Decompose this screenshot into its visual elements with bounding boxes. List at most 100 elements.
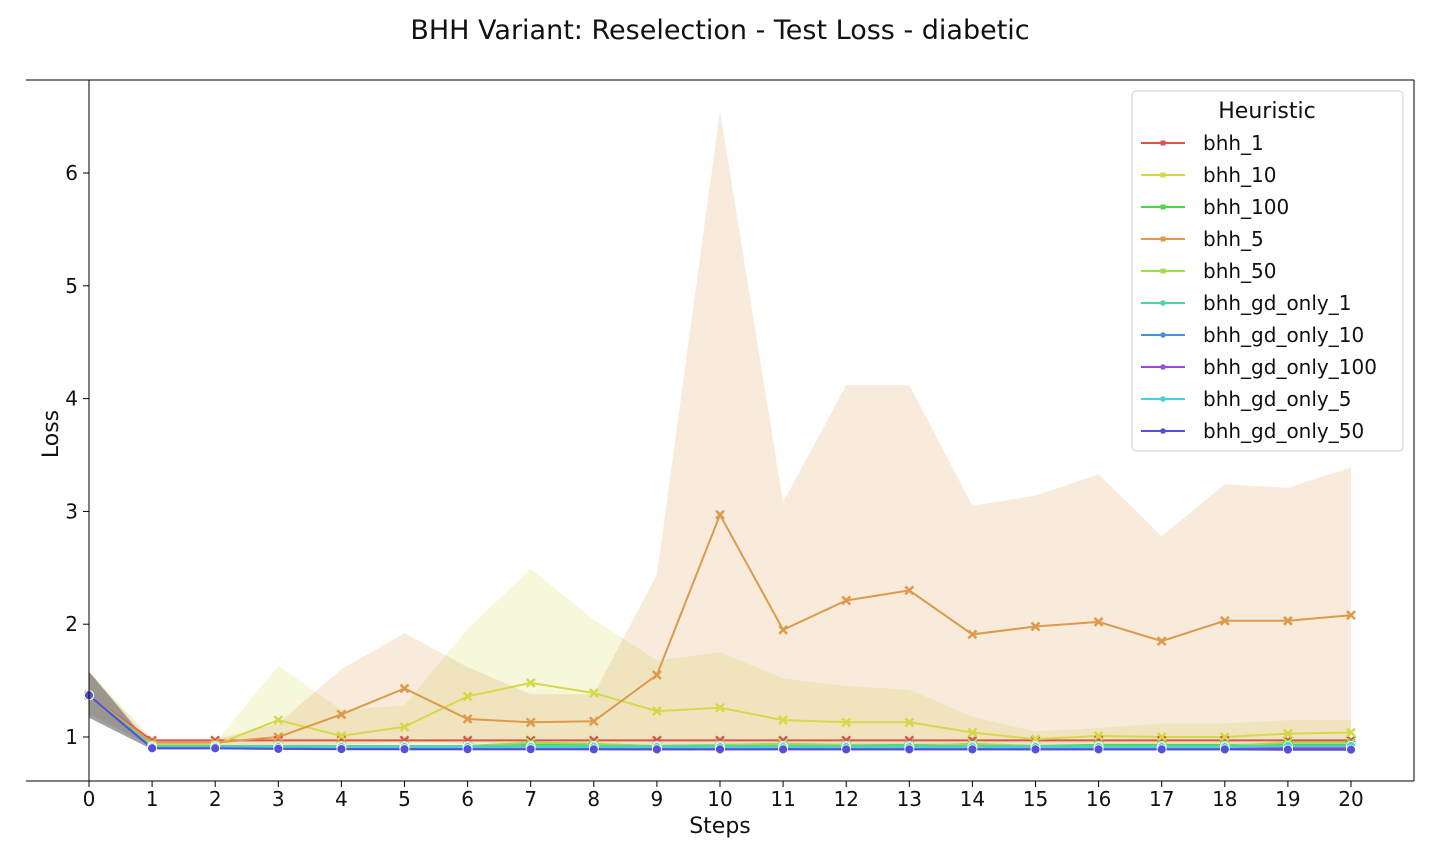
x-tick-label-7: 7 (524, 787, 537, 811)
legend-marker (1160, 236, 1166, 242)
legend-item-bhh-50: bhh_50 (1141, 259, 1277, 283)
point-bhh-5-11 (778, 624, 788, 635)
x-tick-label-5: 5 (398, 787, 411, 811)
point-bhh-5-7 (525, 717, 536, 728)
y-tick-label-1: 1 (65, 725, 78, 749)
legend-item-bhh-10: bhh_10 (1141, 163, 1277, 187)
x-tick-label-14: 14 (960, 787, 985, 811)
legend-label: bhh_50 (1203, 259, 1277, 283)
x-tick-label-15: 15 (1023, 787, 1048, 811)
point-bhh-10-8 (588, 688, 599, 698)
point-bhh-gd-only-50-12 (841, 744, 852, 755)
x-tick-label-20: 20 (1338, 787, 1363, 811)
point-bhh-10-3 (273, 715, 284, 725)
x-tick-label-1: 1 (146, 787, 159, 811)
x-tick-label-18: 18 (1212, 787, 1237, 811)
legend-marker (1160, 204, 1166, 210)
legend-marker (1160, 300, 1166, 306)
legend-marker (1160, 140, 1166, 146)
point-bhh-10-7 (525, 677, 536, 688)
x-tick-label-2: 2 (209, 787, 222, 811)
point-bhh-5-4 (336, 709, 347, 720)
point-bhh-10-11 (778, 715, 788, 725)
legend-marker (1160, 332, 1166, 338)
point-bhh-5-8 (588, 716, 599, 727)
point-bhh-10-5 (399, 721, 410, 732)
point-bhh-gd-only-50-5 (399, 744, 410, 755)
x-tick-label-17: 17 (1149, 787, 1174, 811)
x-tick-label-0: 0 (83, 787, 96, 811)
legend-item-bhh-gd-only-100: bhh_gd_only_100 (1141, 355, 1377, 379)
legend-label: bhh_5 (1203, 227, 1264, 251)
point-bhh-10-14 (967, 727, 978, 738)
point-bhh-5-15 (1030, 621, 1041, 632)
x-tick-label-8: 8 (587, 787, 600, 811)
point-bhh-10-18 (1219, 732, 1230, 742)
legend-item-bhh-gd-only-10: bhh_gd_only_10 (1141, 323, 1364, 347)
chart-title: BHH Variant: Reselection - Test Loss - d… (410, 15, 1029, 46)
x-tick-label-19: 19 (1275, 787, 1300, 811)
point-bhh-5-19 (1283, 615, 1293, 626)
legend-label: bhh_gd_only_5 (1203, 387, 1351, 411)
point-bhh-5-3 (273, 732, 284, 742)
legend-item-bhh-gd-only-5: bhh_gd_only_5 (1141, 387, 1351, 411)
y-tick-label-3: 3 (65, 499, 78, 523)
legend-label: bhh_100 (1203, 195, 1289, 219)
y-tick-label-2: 2 (65, 612, 78, 636)
legend-item-bhh-1: bhh_1 (1141, 131, 1264, 155)
legend-label: bhh_gd_only_10 (1203, 323, 1364, 347)
point-bhh-5-9 (652, 670, 662, 680)
point-bhh-5-5 (399, 683, 410, 694)
band-bhh-10 (89, 568, 1351, 748)
legend-item-bhh-5: bhh_5 (1141, 227, 1264, 251)
y-tick-label-6: 6 (65, 161, 78, 185)
point-bhh-10-13 (904, 717, 915, 728)
point-bhh-5-17 (1156, 636, 1167, 647)
point-bhh-10-10 (715, 702, 725, 713)
x-tick-label-12: 12 (833, 787, 858, 811)
point-bhh-gd-only-50-14 (967, 744, 978, 755)
legend-item-bhh-100: bhh_100 (1141, 195, 1289, 219)
legend-label: bhh_gd_only_100 (1203, 355, 1377, 379)
y-axis-label: Loss (39, 410, 64, 458)
point-bhh-gd-only-50-2 (210, 743, 221, 754)
point-bhh-5-18 (1219, 615, 1230, 626)
legend-label: bhh_10 (1203, 163, 1277, 187)
point-bhh-5-6 (462, 714, 473, 724)
point-bhh-10-19 (1283, 728, 1293, 739)
legend-title: Heuristic (1218, 99, 1315, 124)
x-axis-label: Steps (689, 814, 751, 839)
point-bhh-gd-only-50-4 (336, 744, 347, 754)
point-bhh-gd-only-50-9 (652, 744, 662, 755)
point-bhh-gd-only-50-13 (904, 744, 915, 755)
point-bhh-10-16 (1093, 730, 1104, 741)
point-bhh-10-20 (1346, 727, 1356, 738)
point-bhh-gd-only-50-16 (1093, 744, 1104, 755)
point-bhh-gd-only-50-1 (147, 743, 158, 754)
point-bhh-gd-only-50-6 (462, 744, 473, 755)
point-bhh-gd-only-50-18 (1219, 744, 1230, 755)
legend-label: bhh_1 (1203, 131, 1264, 155)
point-bhh-5-16 (1093, 617, 1104, 627)
legend-marker (1160, 396, 1166, 402)
x-tick-label-10: 10 (707, 787, 732, 811)
band-bhh-5 (89, 111, 1351, 746)
point-bhh-5-14 (967, 629, 978, 640)
point-bhh-5-12 (841, 595, 852, 606)
x-tick-label-16: 16 (1086, 787, 1111, 811)
y-tick-label-4: 4 (65, 387, 78, 411)
legend: Heuristic bhh_1 bhh_10 bhh_100 bhh_5 bhh_50b… (1131, 90, 1404, 452)
point-bhh-gd-only-50-11 (778, 744, 788, 755)
point-bhh-gd-only-50-20 (1346, 744, 1356, 755)
x-tick-label-4: 4 (335, 787, 348, 811)
legend-item-bhh-gd-only-50: bhh_gd_only_50 (1141, 419, 1364, 443)
y-tick-label-5: 5 (65, 274, 78, 298)
point-bhh-gd-only-50-10 (715, 744, 725, 755)
legend-marker (1160, 364, 1166, 370)
x-tick-label-6: 6 (461, 787, 474, 811)
x-tick-label-13: 13 (897, 787, 922, 811)
point-bhh-10-17 (1156, 732, 1167, 742)
point-bhh-5-20 (1346, 610, 1356, 621)
